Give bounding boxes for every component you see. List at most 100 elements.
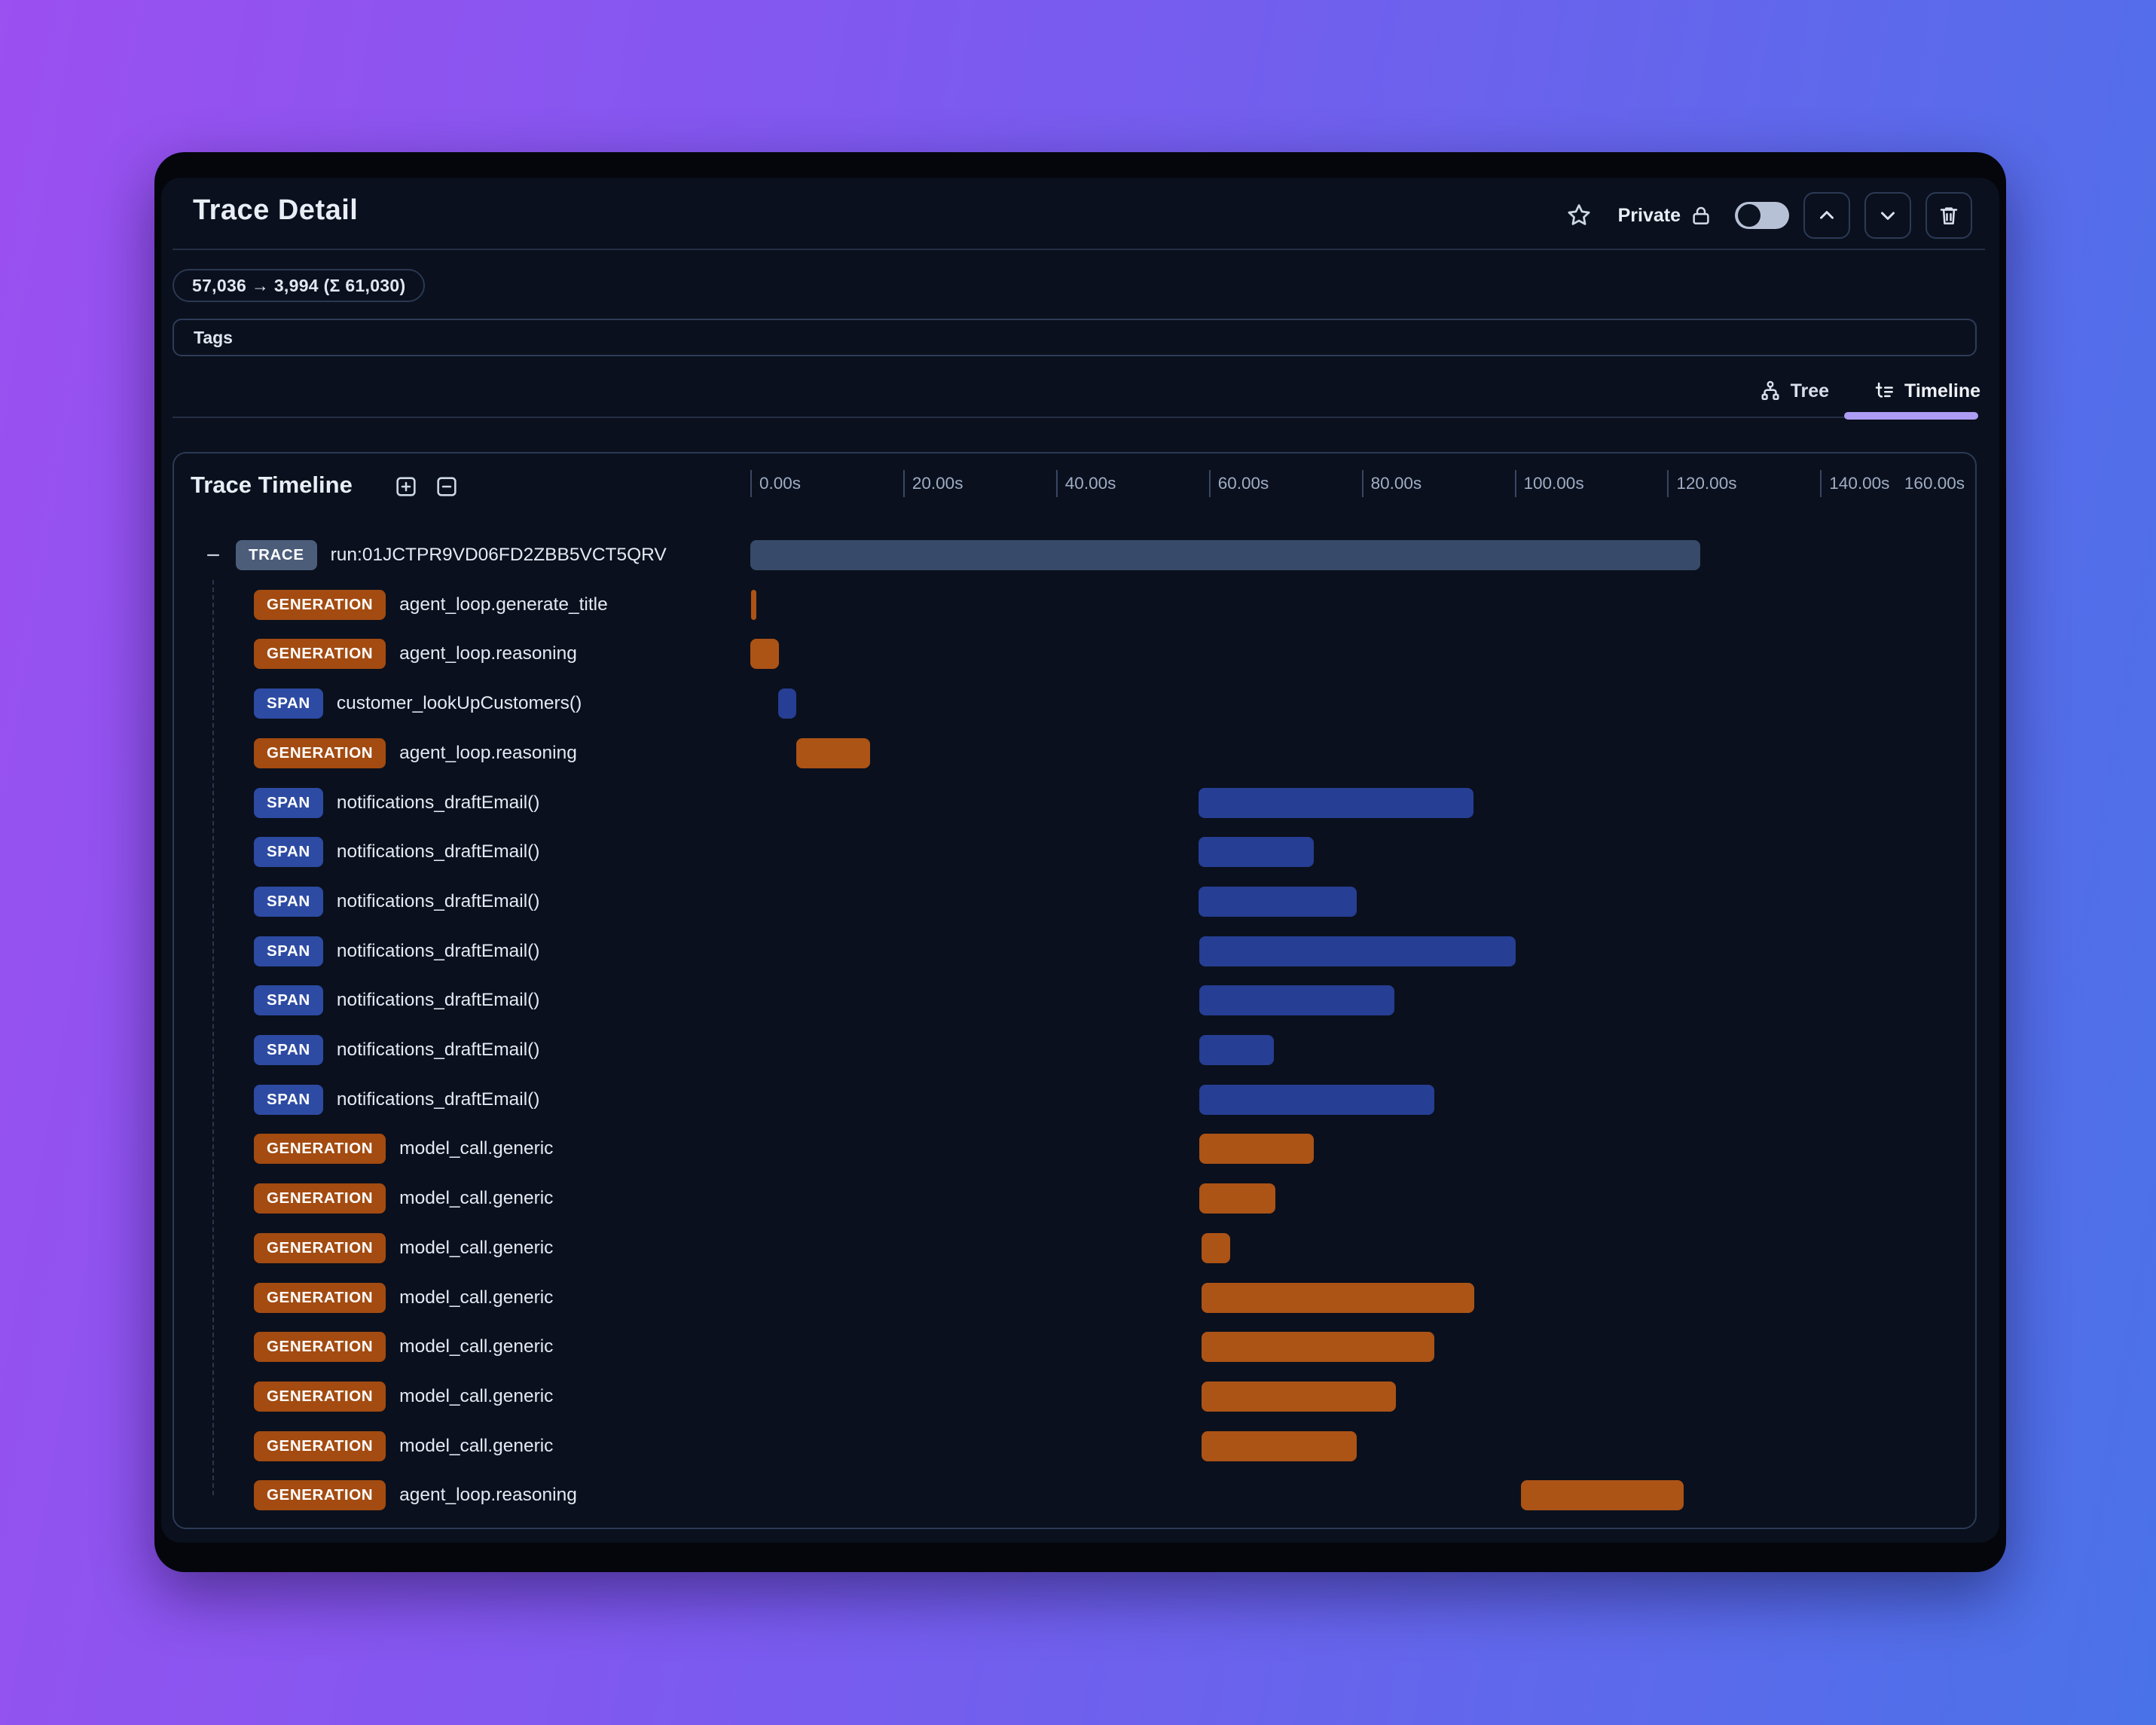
expand-all-button[interactable] — [392, 473, 420, 500]
observation-type-badge: SPAN — [254, 688, 323, 719]
axis-tick — [1361, 470, 1364, 497]
observation-type-badge: GENERATION — [254, 1480, 386, 1510]
duration-bar[interactable] — [1199, 1035, 1274, 1065]
timeline-row[interactable]: GENERATION model_call.generic — [174, 1421, 1975, 1471]
duration-bar[interactable] — [1199, 788, 1474, 818]
timeline-row[interactable]: SPAN notifications_draftEmail() — [174, 1025, 1975, 1075]
page-title: Trace Detail — [193, 194, 359, 226]
timeline-row[interactable]: GENERATION agent_loop.reasoning — [174, 629, 1975, 679]
axis-tick-label: 60.00s — [1217, 474, 1269, 493]
axis-tick-label: 80.00s — [1370, 474, 1422, 493]
timeline-row[interactable]: GENERATION model_call.generic — [174, 1273, 1975, 1323]
observation-name: agent_loop.reasoning — [399, 1485, 577, 1505]
observation-type-badge: GENERATION — [254, 1233, 386, 1263]
duration-bar[interactable] — [1199, 1183, 1275, 1214]
trace-timeline-panel: Trace Timeline 0.00s 20.00s 40.00s 60.00s 80… — [173, 452, 1977, 1529]
axis-tick — [1820, 470, 1822, 497]
observation-name: agent_loop.generate_title — [399, 594, 608, 615]
chevron-down-icon — [1881, 212, 1895, 220]
observation-name: model_call.generic — [399, 1386, 554, 1406]
axis-tick-label: 20.00s — [912, 474, 963, 493]
timeline-row[interactable]: SPAN notifications_draftEmail() — [174, 778, 1975, 828]
duration-bar[interactable] — [751, 590, 757, 620]
observation-type-badge: SPAN — [254, 1035, 323, 1065]
next-button[interactable] — [1864, 192, 1911, 239]
collapse-minus-icon[interactable] — [204, 546, 222, 564]
duration-bar[interactable] — [1199, 985, 1394, 1015]
star-icon[interactable] — [1565, 202, 1593, 229]
axis-tick-label: 100.00s — [1523, 474, 1584, 493]
tags-input[interactable]: Tags — [173, 319, 1977, 356]
active-tab-indicator — [1844, 412, 1978, 420]
observation-name: model_call.generic — [399, 1188, 554, 1208]
lock-icon — [1690, 204, 1712, 227]
duration-bar[interactable] — [1199, 887, 1357, 917]
timeline-row[interactable]: SPAN notifications_draftEmail() — [174, 827, 1975, 877]
tab-timeline[interactable]: Timeline — [1873, 380, 1980, 402]
duration-bar[interactable] — [777, 688, 796, 719]
timeline-row[interactable]: GENERATION model_call.generic — [174, 1223, 1975, 1273]
timeline-row[interactable]: GENERATION agent_loop.generate_title — [174, 580, 1975, 630]
timeline-row[interactable]: GENERATION model_call.generic — [174, 1174, 1975, 1223]
trace-detail-content: Trace Detail Private — [161, 178, 1999, 1543]
previous-button[interactable] — [1803, 192, 1850, 239]
duration-bar[interactable] — [1202, 1283, 1475, 1313]
timeline-row[interactable]: SPAN notifications_draftEmail() — [174, 877, 1975, 927]
timeline-row[interactable]: GENERATION agent_loop.reasoning — [174, 728, 1975, 778]
timeline-row[interactable]: SPAN customer_lookUpCustomers() — [174, 679, 1975, 728]
duration-bar[interactable] — [1202, 1431, 1357, 1461]
duration-bar[interactable] — [796, 738, 871, 768]
delete-button[interactable] — [1925, 192, 1972, 239]
observation-name: model_call.generic — [399, 1238, 554, 1258]
observation-name: notifications_draftEmail() — [336, 841, 540, 862]
timeline-row[interactable]: SPAN notifications_draftEmail() — [174, 975, 1975, 1025]
header-divider — [173, 249, 1985, 250]
observation-type-badge: SPAN — [254, 788, 323, 818]
duration-bar[interactable] — [1199, 837, 1315, 867]
chevron-up-icon — [1820, 211, 1834, 219]
observation-type-badge: GENERATION — [254, 1382, 386, 1412]
tab-tree[interactable]: Tree — [1759, 380, 1829, 402]
observation-name: notifications_draftEmail() — [336, 1089, 540, 1110]
privacy-toggle[interactable] — [1735, 202, 1789, 229]
observation-type-badge: SPAN — [254, 936, 323, 966]
header-controls: Private — [1565, 191, 1972, 240]
observation-name: notifications_draftEmail() — [336, 941, 540, 961]
duration-bar[interactable] — [1202, 1233, 1230, 1263]
axis-tick-label: 0.00s — [759, 474, 802, 493]
timeline-row[interactable]: SPAN notifications_draftEmail() — [174, 1075, 1975, 1125]
axis-tick-label: 140.00s — [1829, 474, 1890, 493]
observation-name: notifications_draftEmail() — [336, 891, 540, 911]
duration-bar[interactable] — [1199, 1085, 1434, 1115]
tabs-divider — [173, 417, 1977, 418]
duration-bar[interactable] — [1199, 1134, 1315, 1164]
observation-name: model_call.generic — [399, 1138, 554, 1159]
duration-bar[interactable] — [1521, 1480, 1684, 1510]
duration-bar[interactable] — [750, 639, 779, 669]
duration-bar[interactable] — [750, 540, 1701, 570]
axis-tick — [1514, 470, 1516, 497]
duration-bar[interactable] — [1199, 936, 1516, 966]
timeline-row[interactable]: GENERATION model_call.generic — [174, 1322, 1975, 1372]
observation-type-badge: SPAN — [254, 985, 323, 1015]
timeline-row[interactable]: SPAN notifications_draftEmail() — [174, 927, 1975, 976]
axis-end-label: 160.00s — [1904, 474, 1965, 493]
observation-type-badge: GENERATION — [254, 590, 386, 620]
token-usage-badge: 57,036 → 3,994 (Σ 61,030) — [173, 269, 426, 302]
tree-hierarchy-icon — [1759, 380, 1782, 402]
tags-label: Tags — [194, 327, 233, 347]
duration-bar[interactable] — [1202, 1382, 1396, 1412]
axis-tick — [750, 470, 752, 497]
timeline-row[interactable]: GENERATION model_call.generic — [174, 1124, 1975, 1174]
timeline-row[interactable]: GENERATION agent_loop.reasoning — [174, 1470, 1975, 1520]
timeline-row[interactable]: GENERATION model_call.generic — [174, 1372, 1975, 1421]
timeline-list-icon — [1873, 380, 1895, 402]
observation-name: model_call.generic — [399, 1336, 554, 1357]
observation-type-badge: SPAN — [254, 887, 323, 917]
observation-name: customer_lookUpCustomers() — [336, 693, 582, 713]
axis-tick — [1055, 470, 1058, 497]
timeline-row[interactable]: TRACE run:01JCTPR9VD06FD2ZBB5VCT5QRV — [174, 530, 1975, 580]
collapse-all-button[interactable] — [433, 473, 460, 500]
duration-bar[interactable] — [1202, 1332, 1434, 1362]
